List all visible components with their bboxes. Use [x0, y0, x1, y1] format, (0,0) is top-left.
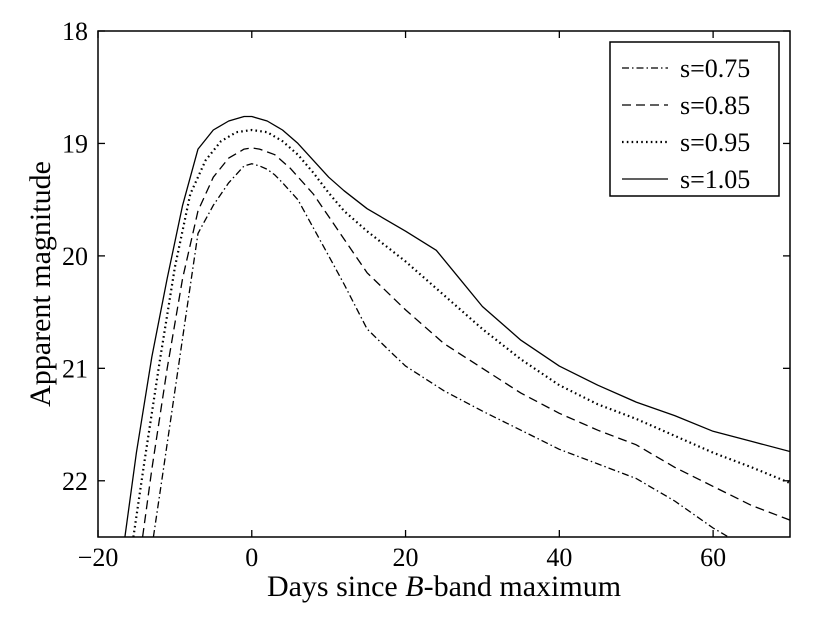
x-tick-label: −20	[78, 543, 119, 572]
x-axis-label: Days since B-band maximum	[267, 570, 621, 603]
legend-label-1: s=0.75	[680, 54, 750, 83]
series-line-4	[124, 115, 790, 537]
y-tick-label: 20	[62, 242, 88, 271]
legend-label-2: s=0.85	[680, 91, 750, 120]
series-layer	[124, 115, 790, 537]
y-axis-label: Apparent magnitude	[24, 161, 57, 407]
legend-label-3: s=0.95	[680, 128, 750, 157]
y-tick-label: 22	[62, 467, 88, 496]
plot-frame	[97, 30, 791, 538]
x-tick-label: 40	[546, 543, 572, 572]
x-tick-label: 20	[393, 543, 419, 572]
series-line-1	[152, 163, 729, 537]
legend-label-4: s=1.05	[680, 165, 750, 194]
y-tick-label: 19	[62, 129, 88, 158]
tick-layer: −20 0 20 40 60 18 19 20 21 22	[62, 17, 790, 572]
y-tick-label: 18	[62, 17, 88, 46]
y-tick-label: 21	[62, 354, 88, 383]
series-line-2	[141, 147, 790, 537]
x-tick-label: 60	[700, 543, 726, 572]
x-tick-label: 0	[245, 543, 258, 572]
series-line-3	[132, 128, 790, 537]
legend: s=0.75 s=0.85 s=0.95 s=1.05	[609, 41, 780, 197]
